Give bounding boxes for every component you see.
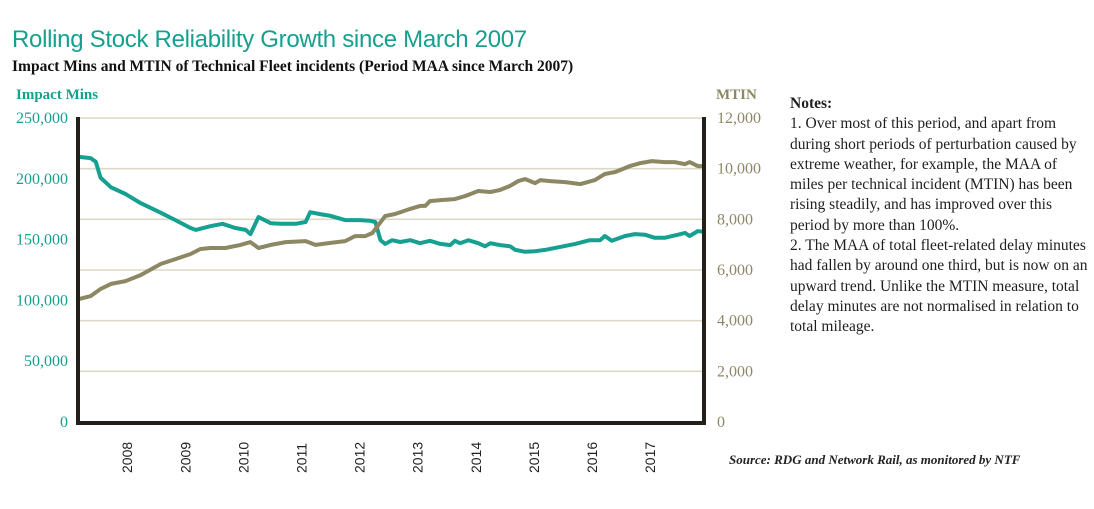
series-line-mtin bbox=[77, 159, 705, 302]
x-tick-label: 2016 bbox=[584, 442, 600, 473]
right-tick-label: 2,000 bbox=[717, 363, 753, 380]
x-tick-label: 2017 bbox=[642, 442, 658, 473]
notes-heading: Notes: bbox=[790, 95, 833, 112]
series-group bbox=[77, 154, 705, 302]
x-tick-label: 2014 bbox=[468, 442, 484, 473]
left-tick-label: 200,000 bbox=[16, 171, 68, 188]
x-tick-label: 2008 bbox=[119, 442, 135, 473]
chart-subtitle: Impact Mins and MTIN of Technical Fleet … bbox=[12, 58, 574, 75]
x-tick-label: 2015 bbox=[526, 442, 542, 473]
notes-panel: Notes: 1. Over most of this period, and … bbox=[790, 94, 1090, 338]
left-tick-label: 100,000 bbox=[16, 292, 68, 309]
gridlines bbox=[79, 117, 703, 373]
left-axis-title: Impact Mins bbox=[16, 87, 99, 103]
right-tick-label: 12,000 bbox=[717, 110, 761, 127]
note-2: 2. The MAA of total fleet-related delay … bbox=[790, 237, 1088, 336]
right-tick-label: 6,000 bbox=[717, 262, 753, 279]
series-line-impact-mins bbox=[77, 154, 705, 254]
tick-labels: 0 50,000 100,000 150,000 200,000 250,000 0 2,00… bbox=[16, 110, 761, 473]
axes bbox=[76, 117, 706, 425]
right-tick-label: 0 bbox=[717, 414, 725, 431]
x-tick-label: 2009 bbox=[177, 442, 193, 473]
right-tick-label: 4,000 bbox=[717, 313, 753, 330]
source-note: Source: RDG and Network Rail, as monitor… bbox=[729, 452, 1021, 467]
left-tick-label: 50,000 bbox=[24, 353, 68, 370]
x-tick-label: 2010 bbox=[235, 442, 251, 473]
left-tick-label: 250,000 bbox=[16, 110, 68, 127]
x-tick-label: 2013 bbox=[410, 442, 426, 473]
x-tick-label: 2012 bbox=[352, 442, 368, 473]
right-tick-label: 10,000 bbox=[717, 161, 761, 178]
right-tick-label: 8,000 bbox=[717, 211, 753, 228]
left-tick-label: 150,000 bbox=[16, 232, 68, 249]
left-tick-label: 0 bbox=[60, 414, 68, 431]
x-tick-label: 2011 bbox=[294, 443, 310, 473]
note-1: 1. Over most of this period, and apart f… bbox=[790, 115, 1077, 234]
chart-title: Rolling Stock Reliability Growth since M… bbox=[12, 26, 527, 53]
right-axis-title: MTIN bbox=[716, 87, 757, 103]
